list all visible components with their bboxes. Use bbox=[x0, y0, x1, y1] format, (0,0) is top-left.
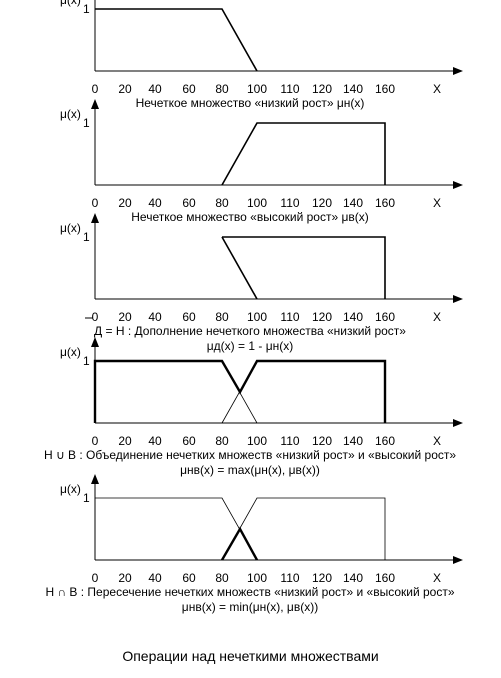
x-tick-label: 20 bbox=[118, 434, 132, 448]
x-tick-label: 60 bbox=[182, 196, 196, 210]
y-axis-arrow bbox=[91, 213, 99, 223]
x-axis-arrow bbox=[453, 295, 463, 303]
x-tick-label: 60 bbox=[182, 434, 196, 448]
x-axis-label: X bbox=[433, 82, 441, 96]
x-tick-label: 160 bbox=[375, 82, 395, 96]
x-tick-label: 110 bbox=[280, 434, 299, 448]
panel-caption: Нечеткое множество «высокий рост» μв(x) bbox=[131, 210, 369, 224]
x-tick-label: 120 bbox=[312, 82, 332, 96]
x-tick-label: 0 bbox=[92, 571, 99, 585]
panel-caption: Д = Н : Дополнение нечеткого множества «… bbox=[94, 324, 406, 338]
x-tick-label: 160 bbox=[375, 196, 395, 210]
x-tick-label: 80 bbox=[215, 434, 229, 448]
x-tick-label: 40 bbox=[148, 310, 162, 324]
footer-title: Операции над нечеткими множествами bbox=[0, 648, 501, 664]
x-tick-label: 100 bbox=[247, 310, 267, 324]
membership-curve bbox=[95, 498, 257, 560]
x-tick-label: 40 bbox=[148, 434, 162, 448]
membership-curve bbox=[95, 361, 385, 423]
y-axis-label: μ(x) bbox=[60, 221, 81, 235]
x-tick-label: 80 bbox=[215, 310, 229, 324]
x-axis-arrow bbox=[453, 181, 463, 189]
x-tick-label: 20 bbox=[118, 82, 132, 96]
x-tick-label: 100 bbox=[247, 196, 267, 210]
x-tick-label: 0 bbox=[92, 310, 99, 324]
x-tick-label: 40 bbox=[148, 196, 162, 210]
x-tick-label: 140 bbox=[343, 310, 363, 324]
x-tick-label: 110 bbox=[280, 196, 299, 210]
y-tick-label: 1 bbox=[83, 491, 90, 505]
membership-curve bbox=[222, 237, 385, 299]
x-axis-arrow bbox=[453, 67, 463, 75]
membership-curve bbox=[222, 529, 257, 560]
y-axis-label: μ(x) bbox=[60, 0, 81, 7]
y-axis-arrow bbox=[91, 337, 99, 347]
x-tick-label: 110 bbox=[280, 571, 299, 585]
panel-caption: μнв(x) = min(μн(x), μв(x)) bbox=[182, 600, 318, 614]
y-axis-label: μ(x) bbox=[60, 345, 81, 359]
x-tick-label: 20 bbox=[118, 196, 132, 210]
x-tick-label: 140 bbox=[343, 434, 363, 448]
x-tick-label: 60 bbox=[182, 571, 196, 585]
x-tick-label: 120 bbox=[312, 571, 332, 585]
x-axis-label: X bbox=[433, 434, 441, 448]
x-tick-label: 160 bbox=[375, 434, 395, 448]
x-axis-label: X bbox=[433, 571, 441, 585]
membership-curve bbox=[222, 498, 385, 560]
x-tick-label: 160 bbox=[375, 310, 395, 324]
x-tick-label: 60 bbox=[182, 310, 196, 324]
membership-curve bbox=[95, 9, 257, 71]
x-axis-label: X bbox=[433, 310, 441, 324]
y-axis-label: μ(x) bbox=[60, 107, 81, 121]
x-tick-label: 120 bbox=[312, 434, 332, 448]
x-tick-label: 110 bbox=[280, 82, 299, 96]
x-tick-label: 40 bbox=[148, 571, 162, 585]
x-tick-label: 100 bbox=[247, 434, 267, 448]
x-tick-label: 80 bbox=[215, 82, 229, 96]
x-tick-label: 80 bbox=[215, 196, 229, 210]
panel-caption: Н ∪ В : Объединение нечетких множеств «н… bbox=[44, 448, 456, 462]
y-axis-arrow bbox=[91, 99, 99, 109]
x-tick-label: 0 bbox=[92, 196, 99, 210]
x-tick-label: 120 bbox=[312, 310, 332, 324]
x-tick-label: 120 bbox=[312, 196, 332, 210]
membership-curve bbox=[222, 237, 257, 299]
x-tick-label: 20 bbox=[118, 571, 132, 585]
x-axis-arrow bbox=[453, 419, 463, 427]
panel-caption: μнв(x) = max(μн(x), μв(x)) bbox=[180, 463, 320, 477]
x-tick-label: 80 bbox=[215, 571, 229, 585]
x-tick-label: 140 bbox=[343, 196, 363, 210]
x-axis-arrow bbox=[453, 556, 463, 564]
y-tick-label: 1 bbox=[83, 116, 90, 130]
membership-curve bbox=[222, 123, 385, 185]
x-tick-label: 140 bbox=[343, 571, 363, 585]
x-tick-label: 110 bbox=[280, 310, 299, 324]
y-tick-label: 1 bbox=[83, 2, 90, 16]
x-tick-label: 100 bbox=[247, 82, 267, 96]
y-tick-label: 1 bbox=[83, 230, 90, 244]
x-tick-label: 40 bbox=[148, 82, 162, 96]
panel-caption: Н ∩ В : Пересечение нечетких множеств «н… bbox=[45, 585, 454, 599]
panel-caption: μд(x) = 1 - μн(x) bbox=[207, 339, 293, 353]
x-tick-label: 0 bbox=[92, 82, 99, 96]
y-tick-label: 1 bbox=[83, 354, 90, 368]
x-tick-label: 20 bbox=[118, 310, 132, 324]
x-tick-label: 160 bbox=[375, 571, 395, 585]
x-tick-label: 60 bbox=[182, 82, 196, 96]
x-tick-label: 0 bbox=[92, 434, 99, 448]
x-axis-label: X bbox=[433, 196, 441, 210]
x-tick-label: 100 bbox=[247, 571, 267, 585]
panel-caption: Нечеткое множество «низкий рост» μн(x) bbox=[136, 96, 365, 110]
y-axis-arrow bbox=[91, 474, 99, 484]
y-axis-label: μ(x) bbox=[60, 482, 81, 496]
x-tick-label: 140 bbox=[343, 82, 363, 96]
